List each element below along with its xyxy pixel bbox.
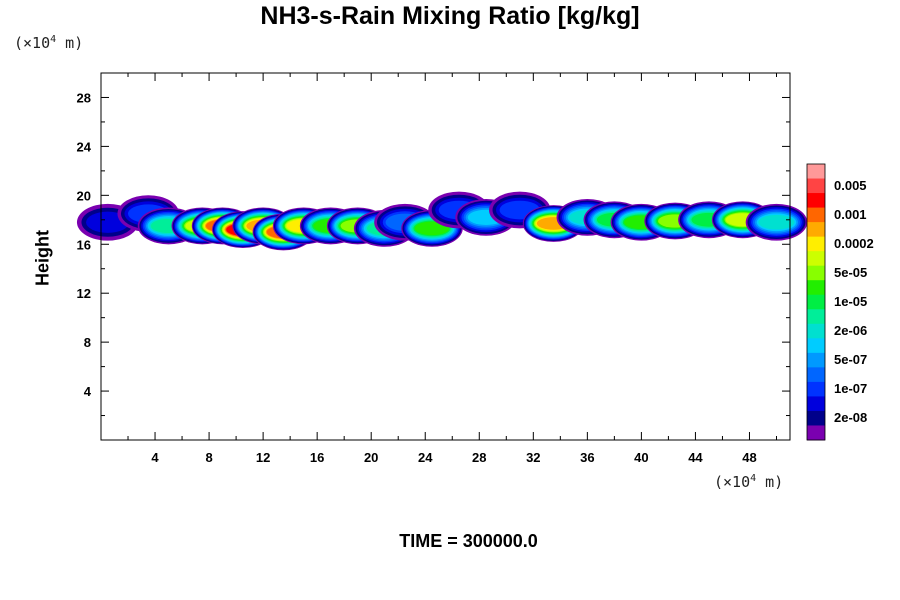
colorbar-label: 0.005 bbox=[834, 178, 867, 193]
colorbar-swatch bbox=[807, 294, 825, 310]
x-unit-exponent: 4 bbox=[750, 473, 757, 484]
x-tick-label: 8 bbox=[205, 450, 212, 465]
y-tick-label: 24 bbox=[77, 139, 92, 154]
colorbar-swatch bbox=[807, 396, 825, 412]
plot-frame bbox=[100, 72, 791, 441]
colorbar-swatch bbox=[807, 178, 825, 194]
y-tick-label: 16 bbox=[77, 237, 91, 252]
colorbar-label: 0.0002 bbox=[834, 236, 874, 251]
colorbar-label: 2e-08 bbox=[834, 410, 867, 425]
y-unit-suffix: m) bbox=[56, 34, 84, 52]
colorbar-swatch bbox=[807, 323, 825, 339]
x-tick-label: 20 bbox=[364, 450, 378, 465]
colorbar-swatch bbox=[807, 236, 825, 252]
x-tick-label: 12 bbox=[256, 450, 270, 465]
colorbar-label: 5e-05 bbox=[834, 265, 867, 280]
heatmap-layer bbox=[76, 191, 808, 251]
colorbar-label: 5e-07 bbox=[834, 352, 867, 367]
colorbar-label: 1e-07 bbox=[834, 381, 867, 396]
x-tick-label: 24 bbox=[418, 450, 433, 465]
y-unit-exponent: 4 bbox=[50, 34, 57, 45]
colorbar-label: 2e-06 bbox=[834, 323, 867, 338]
colorbar-label: 0.001 bbox=[834, 207, 867, 222]
x-tick-label: 16 bbox=[310, 450, 324, 465]
x-tick-label: 40 bbox=[634, 450, 648, 465]
x-unit-prefix: (×10 bbox=[714, 473, 751, 491]
x-tick-label: 36 bbox=[580, 450, 594, 465]
colorbar-swatch bbox=[807, 410, 825, 426]
y-tick-label: 8 bbox=[84, 335, 91, 350]
colorbar-label: 1e-05 bbox=[834, 294, 867, 309]
chart-title: NH3-s-Rain Mixing Ratio [kg/kg] bbox=[260, 2, 640, 30]
colorbar-swatch bbox=[807, 251, 825, 267]
plot-area bbox=[101, 73, 790, 440]
y-tick-label: 4 bbox=[84, 384, 92, 399]
colorbar-frame bbox=[806, 163, 826, 441]
colorbar-swatch bbox=[807, 164, 825, 180]
heatmap-cell bbox=[414, 221, 450, 236]
x-tick-label: 28 bbox=[472, 450, 486, 465]
colorbar-swatch bbox=[807, 425, 825, 441]
colorbar-swatch bbox=[807, 352, 825, 368]
x-tick-label: 48 bbox=[742, 450, 756, 465]
y-unit-prefix: (×10 bbox=[14, 34, 51, 52]
colorbar-swatch bbox=[807, 381, 825, 397]
time-label: TIME = 300000.0 bbox=[399, 531, 538, 551]
x-unit-label: (×104 m) bbox=[714, 473, 783, 491]
x-unit-suffix: m) bbox=[756, 473, 784, 491]
colorbar-swatch bbox=[807, 280, 825, 296]
colorbar-swatch bbox=[807, 338, 825, 354]
y-unit-label: (×104 m) bbox=[14, 34, 83, 52]
colorbar-swatch bbox=[807, 207, 825, 223]
colorbar-swatch bbox=[807, 309, 825, 325]
colorbar-swatch bbox=[807, 222, 825, 238]
colorbar-swatch bbox=[807, 265, 825, 281]
heatmap-cell bbox=[758, 214, 795, 230]
colorbar-swatch bbox=[807, 193, 825, 209]
y-tick-label: 12 bbox=[77, 286, 91, 301]
x-tick-label: 4 bbox=[151, 450, 159, 465]
x-tick-label: 44 bbox=[688, 450, 703, 465]
x-tick-label: 32 bbox=[526, 450, 540, 465]
y-tick-label: 28 bbox=[77, 90, 91, 105]
colorbar-swatch bbox=[807, 367, 825, 383]
y-tick-label: 20 bbox=[77, 188, 91, 203]
